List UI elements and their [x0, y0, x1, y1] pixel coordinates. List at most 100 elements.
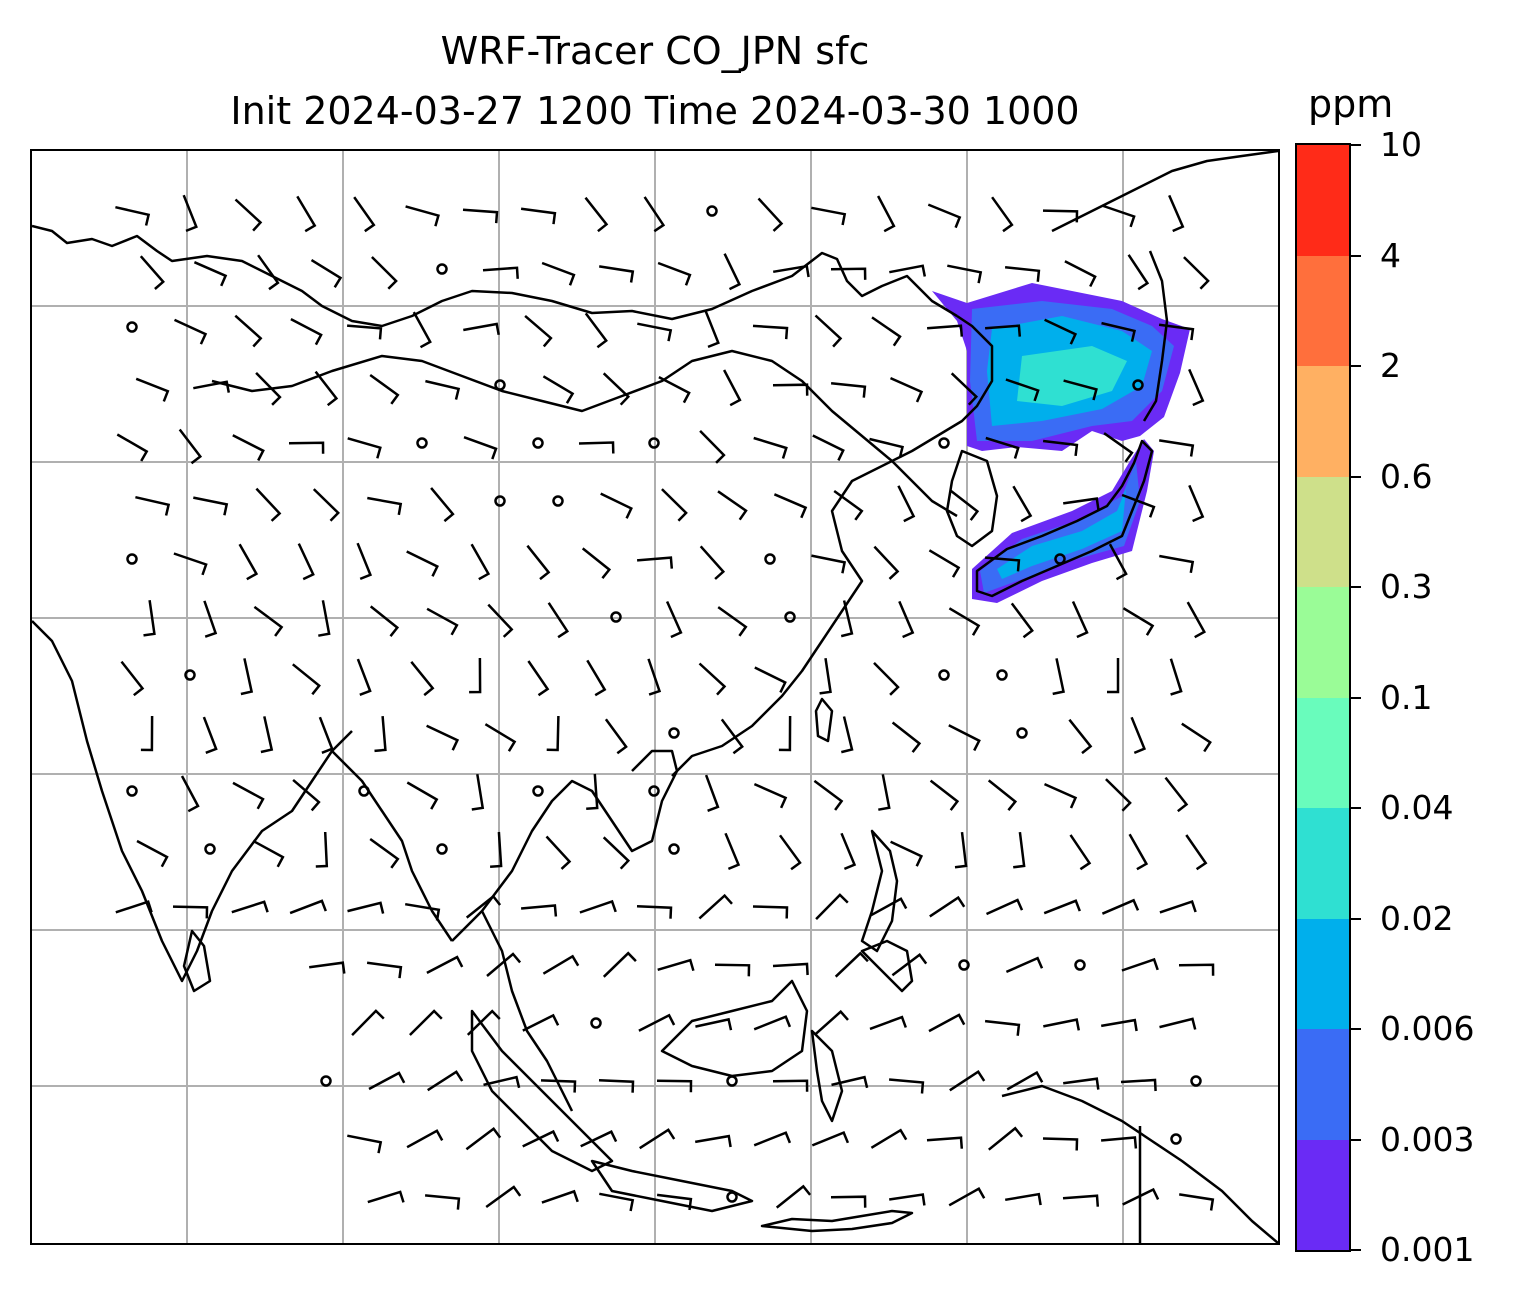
wind-barb — [752, 324, 789, 340]
wind-barb — [1159, 1017, 1197, 1030]
wind-barb — [203, 600, 218, 638]
wind-barb — [1188, 368, 1205, 407]
wind-barb — [1181, 722, 1212, 753]
wind-barb — [928, 1013, 966, 1033]
wind-barb — [699, 430, 726, 464]
wind-barb — [116, 433, 149, 462]
colorbar-tick-label-7: 0.6 — [1380, 456, 1433, 496]
colorbar-tick-6 — [1351, 586, 1361, 588]
wind-barb — [757, 197, 784, 232]
wind-barb — [636, 905, 673, 919]
colorbar-tick-label-2: 0.006 — [1380, 1009, 1475, 1048]
wind-barb — [579, 899, 617, 914]
wind-barb — [694, 1134, 732, 1148]
wind-barb — [1105, 778, 1132, 812]
wind-barb — [315, 831, 329, 868]
wind-barb-calm — [726, 1075, 738, 1087]
wind-barb — [1107, 658, 1120, 694]
wind-barb — [366, 961, 403, 979]
wind-barb — [1006, 1070, 1044, 1091]
coastline-sumatra — [470, 1009, 614, 1173]
wind-barb — [466, 1009, 501, 1036]
wind-barb — [927, 203, 962, 229]
wind-barb — [1168, 194, 1185, 233]
wind-barb — [717, 606, 748, 637]
coastline-korea — [945, 449, 999, 548]
coastline-srilanka — [182, 929, 212, 993]
wind-barb — [1185, 834, 1208, 871]
wind-barb — [778, 834, 802, 871]
wind-barb — [1042, 439, 1079, 457]
wind-barb — [704, 774, 720, 812]
coastline-russia-far-east — [1051, 151, 1278, 233]
wind-barb — [834, 951, 869, 978]
wind-barb — [471, 774, 485, 811]
colorbar-segment-8 — [1297, 255, 1349, 366]
coastline-indochina — [451, 749, 679, 942]
colorbar-tick-10 — [1351, 144, 1361, 146]
wind-barb — [314, 370, 339, 407]
wind-barb — [1005, 378, 1040, 402]
wind-barb — [292, 778, 321, 812]
wind-barb — [297, 543, 315, 581]
wind-barb — [318, 716, 334, 754]
wind-barb — [1178, 963, 1215, 976]
wind-barb — [260, 716, 274, 754]
wind-barb — [292, 663, 321, 696]
wind-barb — [1159, 554, 1195, 574]
wind-barb — [1063, 379, 1098, 401]
wind-barb — [406, 1129, 444, 1149]
wind-barb — [469, 657, 482, 694]
coastline-north-border — [32, 224, 958, 328]
wind-barb — [173, 318, 208, 345]
wind-barb — [1063, 497, 1100, 510]
wind-barb-calm — [996, 669, 1008, 681]
wind-barb — [840, 600, 854, 638]
colorbar-tick-7 — [1351, 475, 1361, 478]
wind-barb-calm — [938, 437, 950, 449]
wind-barb — [985, 324, 1022, 337]
wind-barb — [351, 1009, 385, 1036]
coastline-lesser-sunda — [760, 1209, 914, 1233]
wind-barb — [888, 1078, 925, 1094]
wind-barb — [988, 1126, 1024, 1151]
wind-barb — [870, 897, 908, 917]
wind-barb — [604, 718, 628, 755]
wind-barb — [830, 1195, 867, 1208]
colorbar-tick-4 — [1351, 807, 1361, 809]
wind-barb-calm — [958, 959, 970, 971]
wind-barb — [1042, 1137, 1079, 1151]
colorbar-unit: ppm — [1308, 82, 1394, 126]
wind-barb — [524, 314, 553, 348]
wind-barb — [193, 380, 231, 393]
wind-barb — [484, 723, 517, 752]
wind-barb — [636, 556, 674, 569]
wind-barb — [698, 662, 727, 696]
wind-barb — [1164, 776, 1189, 813]
wind-barb — [665, 600, 683, 639]
wind-barb — [1108, 543, 1128, 581]
wind-barb — [639, 1128, 676, 1150]
colorbar-tick-5 — [1351, 696, 1361, 699]
wind-barb — [470, 543, 491, 581]
wind-barb-calm — [1190, 1075, 1202, 1087]
tracer-fill — [932, 283, 1190, 603]
colorbar — [1295, 143, 1351, 1252]
coastline-china-east — [671, 314, 994, 777]
coastline-malay-peninsula — [480, 910, 574, 1112]
wind-barb — [520, 207, 557, 225]
colorbar-segment-9 — [1297, 144, 1349, 256]
wind-barb — [778, 715, 792, 752]
colorbar-tick-1 — [1351, 1138, 1361, 1141]
wind-barb — [255, 372, 282, 406]
wind-barb — [1071, 600, 1089, 639]
wind-barb — [878, 774, 891, 811]
wind-barb-calm — [358, 785, 370, 797]
wind-barb — [1044, 318, 1078, 345]
wind-barb-calm — [532, 785, 544, 797]
wind-barb-calm — [726, 1191, 738, 1203]
wind-barb-calm — [1170, 1133, 1182, 1145]
colorbar-tick-label-9: 4 — [1380, 235, 1401, 275]
wind-barb — [656, 1193, 693, 1211]
wind-barb — [318, 600, 331, 637]
